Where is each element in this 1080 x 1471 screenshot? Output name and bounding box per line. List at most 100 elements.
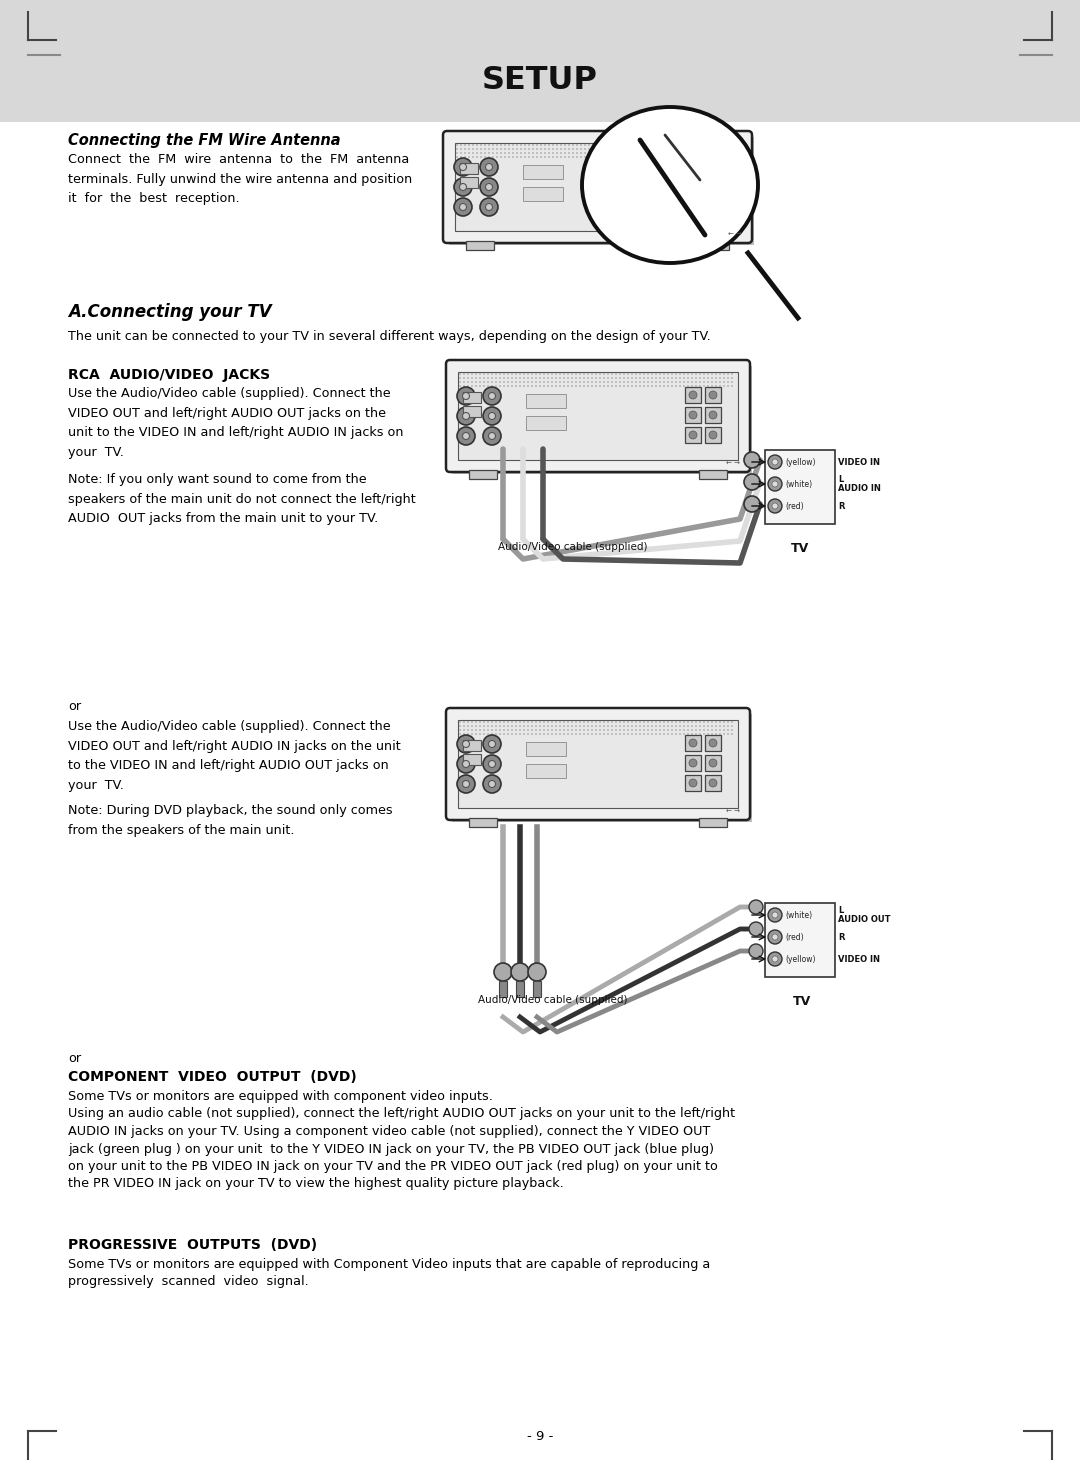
Circle shape — [732, 149, 733, 150]
FancyBboxPatch shape — [526, 763, 566, 778]
Circle shape — [503, 725, 504, 727]
FancyBboxPatch shape — [699, 818, 727, 827]
Circle shape — [531, 730, 532, 731]
Circle shape — [480, 157, 498, 177]
Circle shape — [680, 144, 681, 146]
Circle shape — [503, 374, 504, 375]
Circle shape — [571, 377, 572, 380]
Circle shape — [459, 725, 461, 727]
Circle shape — [504, 144, 505, 146]
Circle shape — [676, 149, 678, 150]
Circle shape — [559, 725, 561, 727]
Circle shape — [636, 149, 638, 150]
Circle shape — [563, 385, 565, 387]
Circle shape — [539, 730, 541, 731]
Circle shape — [588, 377, 589, 380]
Circle shape — [536, 374, 537, 375]
Circle shape — [703, 733, 705, 736]
Circle shape — [555, 730, 557, 731]
Circle shape — [531, 377, 532, 380]
Circle shape — [492, 156, 494, 157]
Circle shape — [719, 730, 720, 731]
Circle shape — [652, 152, 653, 154]
Circle shape — [644, 144, 646, 146]
Circle shape — [462, 781, 470, 787]
Circle shape — [623, 733, 625, 736]
Circle shape — [496, 374, 497, 375]
Circle shape — [676, 144, 678, 146]
FancyBboxPatch shape — [443, 131, 752, 243]
Circle shape — [737, 149, 738, 150]
Circle shape — [549, 144, 550, 146]
Circle shape — [463, 381, 464, 382]
Circle shape — [712, 156, 714, 157]
Circle shape — [727, 725, 729, 727]
Circle shape — [689, 759, 697, 766]
Circle shape — [595, 374, 597, 375]
Circle shape — [607, 733, 609, 736]
FancyBboxPatch shape — [463, 406, 481, 416]
Text: VIDEO IN: VIDEO IN — [838, 955, 880, 964]
Circle shape — [555, 385, 557, 387]
FancyBboxPatch shape — [499, 981, 507, 997]
Circle shape — [689, 410, 697, 419]
Circle shape — [536, 377, 537, 380]
Circle shape — [617, 144, 618, 146]
Circle shape — [679, 725, 680, 727]
Circle shape — [724, 730, 725, 731]
Circle shape — [640, 152, 642, 154]
Circle shape — [619, 721, 621, 722]
Circle shape — [724, 733, 725, 736]
Circle shape — [707, 721, 708, 722]
Circle shape — [499, 374, 501, 375]
Circle shape — [708, 410, 717, 419]
Circle shape — [620, 156, 622, 157]
Circle shape — [652, 149, 653, 150]
Circle shape — [744, 496, 760, 512]
Circle shape — [719, 721, 720, 722]
Circle shape — [499, 725, 501, 727]
Circle shape — [459, 730, 461, 731]
Circle shape — [551, 721, 553, 722]
Circle shape — [727, 377, 729, 380]
Circle shape — [669, 152, 670, 154]
Circle shape — [619, 374, 621, 375]
Circle shape — [471, 730, 473, 731]
Circle shape — [567, 721, 569, 722]
Circle shape — [644, 152, 646, 154]
Circle shape — [521, 156, 522, 157]
Circle shape — [708, 144, 710, 146]
Circle shape — [711, 182, 719, 190]
Circle shape — [725, 149, 726, 150]
Circle shape — [511, 721, 513, 722]
Circle shape — [463, 377, 464, 380]
Circle shape — [548, 725, 549, 727]
Circle shape — [731, 377, 733, 380]
Circle shape — [584, 144, 585, 146]
Circle shape — [685, 144, 686, 146]
Circle shape — [527, 381, 529, 382]
Circle shape — [715, 385, 717, 387]
Circle shape — [591, 725, 593, 727]
Circle shape — [671, 385, 673, 387]
Circle shape — [471, 725, 473, 727]
Circle shape — [635, 721, 637, 722]
Circle shape — [571, 725, 572, 727]
Circle shape — [651, 374, 652, 375]
Circle shape — [595, 377, 597, 380]
Circle shape — [600, 149, 602, 150]
Circle shape — [475, 721, 476, 722]
Circle shape — [595, 381, 597, 382]
Circle shape — [528, 152, 530, 154]
FancyBboxPatch shape — [460, 163, 478, 174]
Circle shape — [656, 377, 657, 380]
Circle shape — [487, 733, 489, 736]
Text: Note: If you only want sound to come from the
speakers of the main unit do not c: Note: If you only want sound to come fro… — [68, 474, 416, 525]
Circle shape — [671, 730, 673, 731]
FancyBboxPatch shape — [707, 178, 723, 194]
Circle shape — [516, 149, 517, 150]
Ellipse shape — [582, 107, 758, 263]
Circle shape — [663, 733, 665, 736]
Circle shape — [639, 721, 640, 722]
Circle shape — [579, 725, 581, 727]
